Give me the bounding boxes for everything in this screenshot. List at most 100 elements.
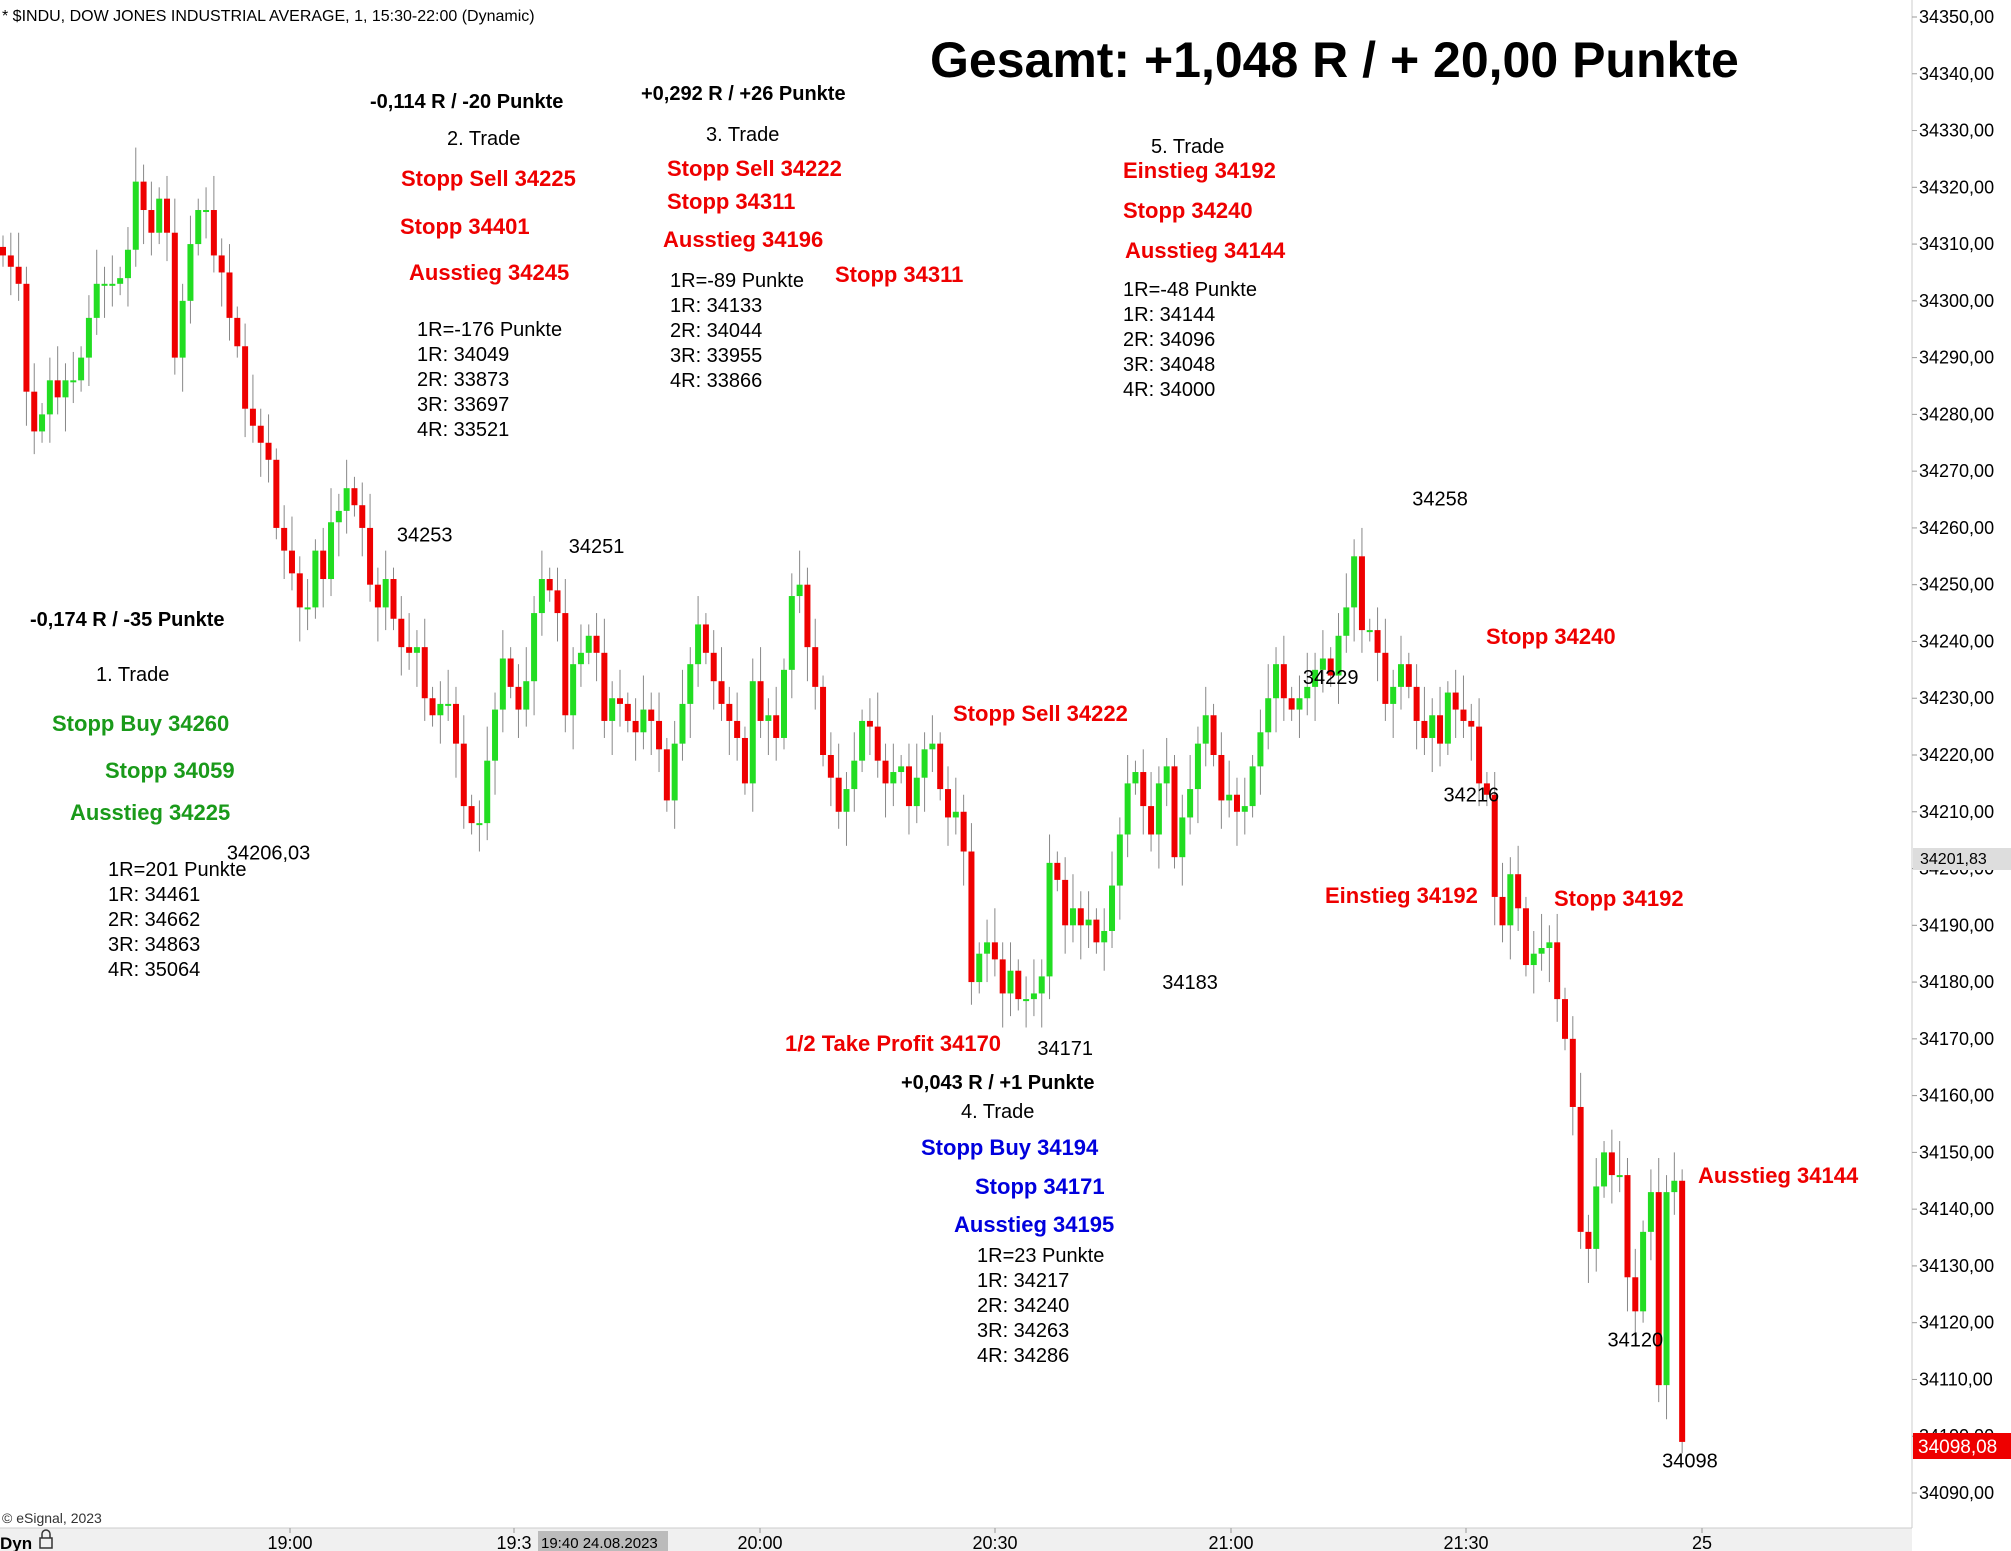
trade-1-name: 1. Trade (96, 664, 169, 686)
candle-body (406, 647, 413, 653)
candle-body (570, 664, 577, 716)
candle-body (1116, 834, 1123, 886)
x-tick-label: 21:00 (1208, 1533, 1253, 1551)
y-tick-label: 34190,00 (1919, 915, 1994, 935)
ref-price-badge (1913, 848, 2011, 870)
trade-3-result: +0,292 R / +26 Punkte (641, 83, 846, 105)
candle-body (773, 715, 780, 738)
price-point-label: 34251 (569, 536, 625, 558)
trade-5-entry: Einstieg 34192 (1123, 158, 1276, 183)
trade-5-level: 1R=-48 Punkte (1123, 279, 1257, 301)
candle-body (1062, 879, 1069, 926)
candle-body (1671, 1180, 1678, 1193)
candle-body (1452, 692, 1459, 710)
candle-body (968, 851, 975, 983)
candle-body (1647, 1192, 1654, 1232)
candle-body (445, 703, 452, 706)
candle-body (1640, 1231, 1647, 1312)
summary-title: Gesamt: +1,048 R / + 20,00 Punkte (930, 32, 1739, 88)
candle-body (929, 743, 936, 750)
y-tick-label: 34320,00 (1919, 177, 1994, 197)
candle-body (1312, 669, 1319, 687)
y-tick-label: 34160,00 (1919, 1086, 1994, 1106)
candle-body (484, 760, 491, 824)
candle-body (898, 766, 905, 773)
trade-1-level: 1R=201 Punkte (108, 859, 246, 881)
candle-body (1616, 1175, 1623, 1178)
candle-body (1515, 874, 1522, 909)
candle-body (538, 579, 545, 614)
candle-body (1265, 698, 1272, 733)
candle-body (249, 408, 256, 426)
candle-body (1608, 1152, 1615, 1176)
trade-2-level: 1R: 34049 (417, 344, 509, 366)
candle-body (1382, 652, 1389, 704)
candle-body (1226, 794, 1233, 801)
candle-body (46, 380, 53, 415)
candle-body (1358, 556, 1365, 631)
candle-body (1327, 658, 1334, 676)
candle-body (796, 584, 803, 597)
candle-body (687, 664, 694, 704)
x-tick-label: 21:30 (1443, 1533, 1488, 1551)
candle-body (335, 510, 342, 523)
candle-body (515, 686, 522, 710)
candle-body (1593, 1186, 1600, 1249)
y-tick-label: 34240,00 (1919, 631, 1994, 651)
candle-body (1179, 817, 1186, 858)
candle-body (1171, 766, 1178, 858)
candle-body (281, 527, 288, 551)
ref-price-label: 34201,83 (1920, 851, 1987, 868)
trade-1-annotation: -0,174 R / -35 Punkte 1. Trade Stopp Buy… (30, 609, 246, 981)
candle-body (171, 232, 178, 358)
candle-body (15, 266, 22, 284)
candle-body (1468, 720, 1475, 727)
candle-body (1319, 658, 1326, 670)
candle-body (1163, 766, 1170, 784)
trade-1-result: -0,174 R / -35 Punkte (30, 609, 225, 631)
last-price-badge (1913, 1433, 2011, 1459)
trade-1-exit: Ausstieg 34225 (70, 800, 230, 825)
trade-5-level: 1R: 34144 (1123, 304, 1215, 326)
trade-2-annotation: -0,114 R / -20 Punkte 2. Trade Stopp Sel… (370, 91, 576, 441)
x-tick-label: 19:00 (267, 1533, 312, 1551)
candle-body (1296, 698, 1303, 710)
y-tick-label: 34330,00 (1919, 121, 1994, 141)
dyn-label[interactable]: Dyn (0, 1534, 32, 1551)
candle-body (835, 777, 842, 812)
candle-body (585, 635, 592, 653)
trade-5-level: 2R: 34096 (1123, 329, 1215, 351)
trade-1-stop: Stopp 34059 (105, 758, 235, 783)
candle-body (203, 210, 210, 213)
y-tick-label: 34290,00 (1919, 348, 1994, 368)
candle-body (1444, 692, 1451, 744)
last-price-label: 34098,08 (1918, 1437, 1997, 1458)
candle-body (343, 488, 350, 511)
candle-body (367, 527, 374, 585)
candle-body (1632, 1277, 1639, 1312)
candle-body (23, 283, 30, 392)
trade-3-annotation: +0,292 R / +26 Punkte 3. Trade Stopp Sel… (641, 83, 963, 392)
candle-body (663, 749, 670, 801)
candle-body (1374, 630, 1381, 653)
trade-2-name: 2. Trade (447, 128, 520, 150)
candle-body (429, 698, 436, 716)
trade-3-level: 3R: 33955 (670, 345, 762, 367)
candle-body (874, 726, 881, 761)
candle-body (304, 607, 311, 610)
price-point-label: 34206,03 (227, 842, 310, 864)
candle-body (1241, 806, 1248, 812)
candle-body (1554, 942, 1561, 1000)
y-tick-label: 34130,00 (1919, 1256, 1994, 1276)
copyright-text: © eSignal, 2023 (2, 1510, 102, 1526)
trade-2-level: 1R=-176 Punkte (417, 319, 562, 341)
candle-body (1077, 908, 1084, 926)
y-tick-label: 34260,00 (1919, 518, 1994, 538)
candle-body (1483, 783, 1490, 795)
candle-body (1093, 919, 1100, 943)
candle-body (1218, 755, 1225, 801)
price-point-label: 34216 (1443, 785, 1499, 807)
candle-body (656, 720, 663, 750)
lock-icon[interactable] (39, 1529, 53, 1549)
candle-body (640, 709, 647, 733)
